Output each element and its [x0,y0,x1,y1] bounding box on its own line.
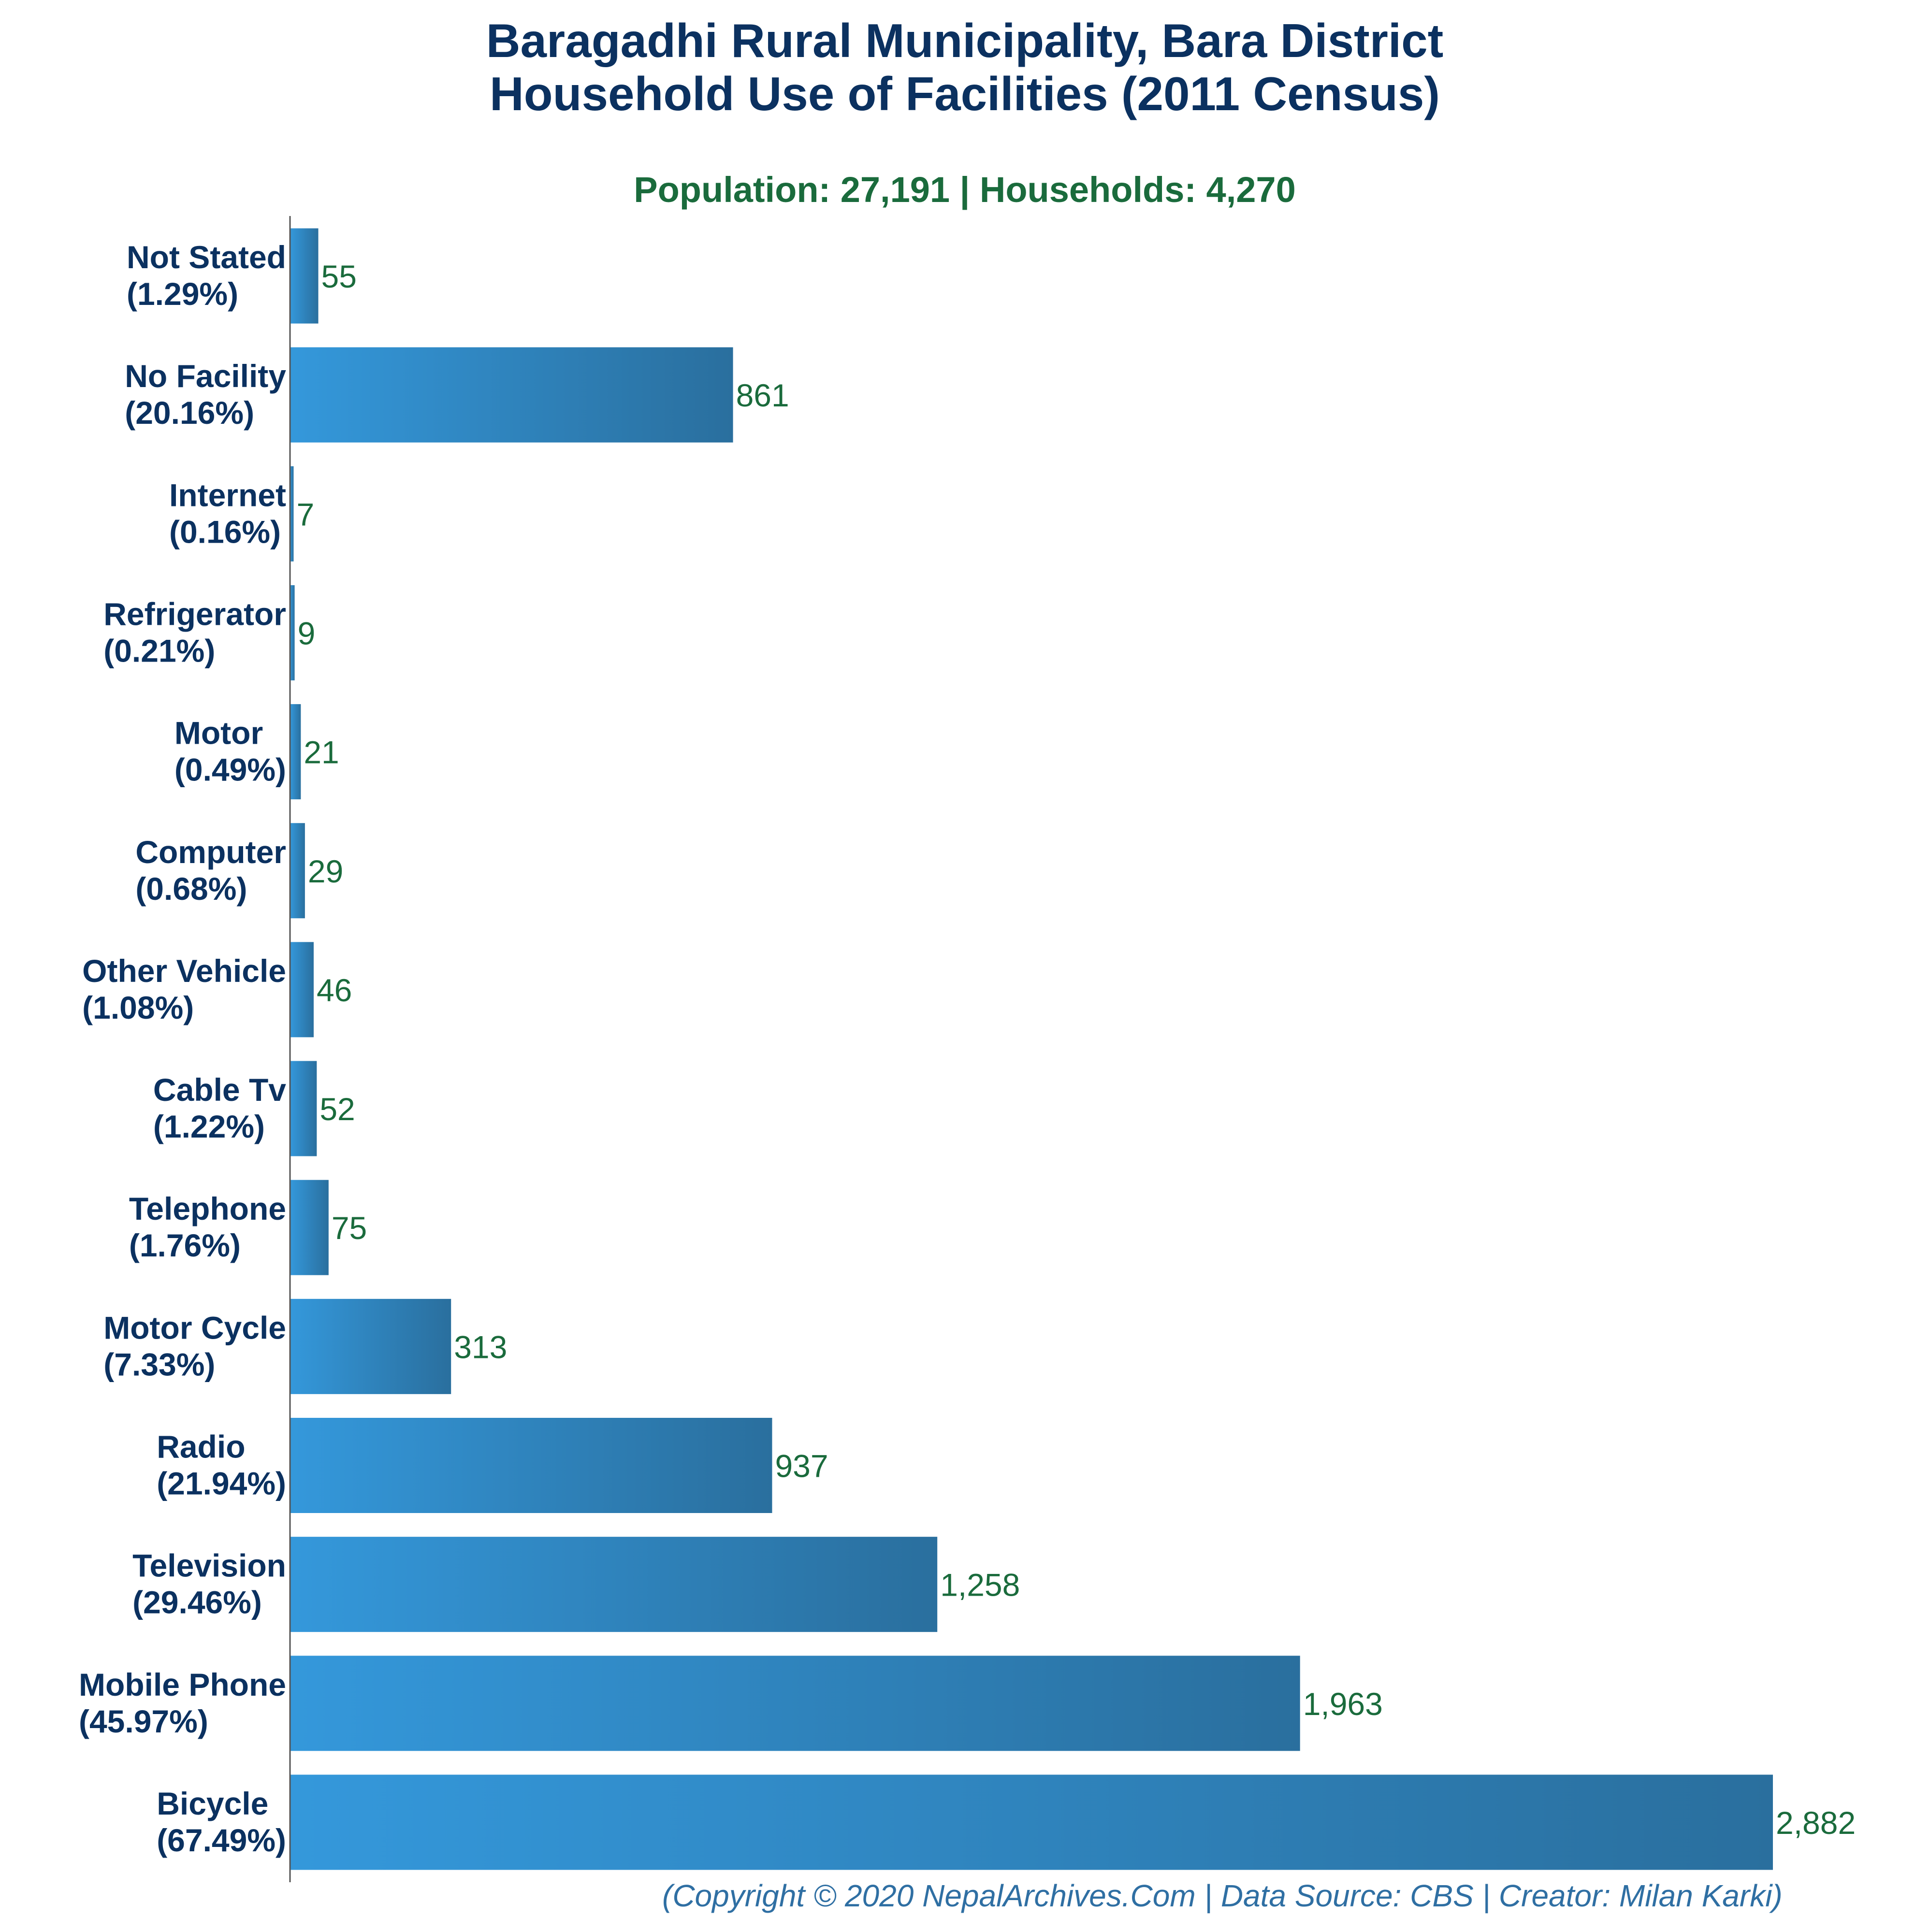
value-label-mobile-phone: 1,963 [1303,1686,1383,1722]
category-label-cable-tv: Cable Tv [153,1072,286,1108]
bar-motor [290,704,301,800]
category-label-telephone: Telephone [129,1191,286,1226]
category-label-radio: Radio [157,1429,245,1465]
category-label-internet: Internet [169,477,286,513]
bar-mobile-phone [290,1656,1300,1751]
bar-radio [290,1418,772,1513]
value-label-refrigerator: 9 [298,615,316,651]
value-label-other-vehicle: 46 [317,972,352,1008]
value-label-internet: 7 [296,496,314,532]
value-label-radio: 937 [775,1448,828,1484]
category-label-bicycle: Bicycle [157,1786,268,1821]
bar-television [290,1537,938,1632]
category-label-mobile-phone: Mobile Phone [79,1667,286,1702]
category-label-other-vehicle: Other Vehicle [82,953,286,989]
value-label-computer: 29 [308,853,343,889]
value-label-no-facility: 861 [736,377,789,413]
percent-label-internet: (0.16%) [169,514,281,549]
category-label-motor: Motor [174,715,263,751]
value-label-motor: 21 [304,735,339,770]
value-label-cable-tv: 52 [319,1091,355,1127]
chart-footer: (Copyright © 2020 NepalArchives.Com | Da… [662,1878,1783,1914]
bar-internet [290,466,294,562]
bar-cable-tv [290,1061,317,1156]
value-labels-group: 55 861 7 9 21 29 46 52 75 313 937 1,258 1,963 2,882 [296,259,1856,1841]
category-label-motor-cycle: Motor Cycle [103,1310,286,1345]
percent-label-refrigerator: (0.21%) [103,633,215,668]
percent-label-motor: (0.49%) [174,752,286,788]
value-label-not-stated: 55 [321,259,357,294]
category-label-television: Television [132,1548,286,1584]
value-label-telephone: 75 [332,1210,367,1246]
percent-label-not-stated: (1.29%) [127,276,238,312]
value-label-bicycle: 2,882 [1776,1805,1856,1841]
category-label-computer: Computer [135,834,286,870]
bar-refrigerator [290,585,295,680]
percent-label-computer: (0.68%) [135,871,247,907]
value-label-motor-cycle: 313 [454,1329,507,1365]
category-label-refrigerator: Refrigerator [103,596,286,632]
category-label-not-stated: Not Stated [127,239,286,275]
percent-label-mobile-phone: (45.97%) [79,1703,208,1739]
chart-title-line-1: Baragadhi Rural Municipality, Bara Distr… [486,14,1443,67]
value-label-television: 1,258 [940,1567,1020,1603]
bar-bicycle [290,1774,1773,1870]
percent-label-other-vehicle: (1.08%) [82,990,194,1025]
bar-no-facility [290,347,733,443]
percent-label-television: (29.46%) [132,1585,262,1620]
percent-label-bicycle: (67.49%) [157,1822,286,1858]
bar-other-vehicle [290,942,314,1038]
category-label-no-facility: No Facility [125,358,286,394]
chart-subtitle: Population: 27,191 | Households: 4,270 [634,170,1296,210]
chart-title-line-2: Household Use of Facilities (2011 Census… [490,67,1440,120]
bar-telephone [290,1180,329,1275]
percent-label-radio: (21.94%) [157,1466,286,1501]
category-labels-group: Not Stated(1.29%) No Facility(20.16%) Inte… [79,239,286,1858]
percent-label-telephone: (1.76%) [129,1227,241,1263]
bar-not-stated [290,228,319,324]
bars-group [290,228,1773,1870]
percent-label-motor-cycle: (7.33%) [103,1346,215,1382]
percent-label-cable-tv: (1.22%) [153,1109,265,1144]
bar-computer [290,823,305,919]
bar-motor-cycle [290,1298,451,1394]
percent-label-no-facility: (20.16%) [125,395,254,431]
